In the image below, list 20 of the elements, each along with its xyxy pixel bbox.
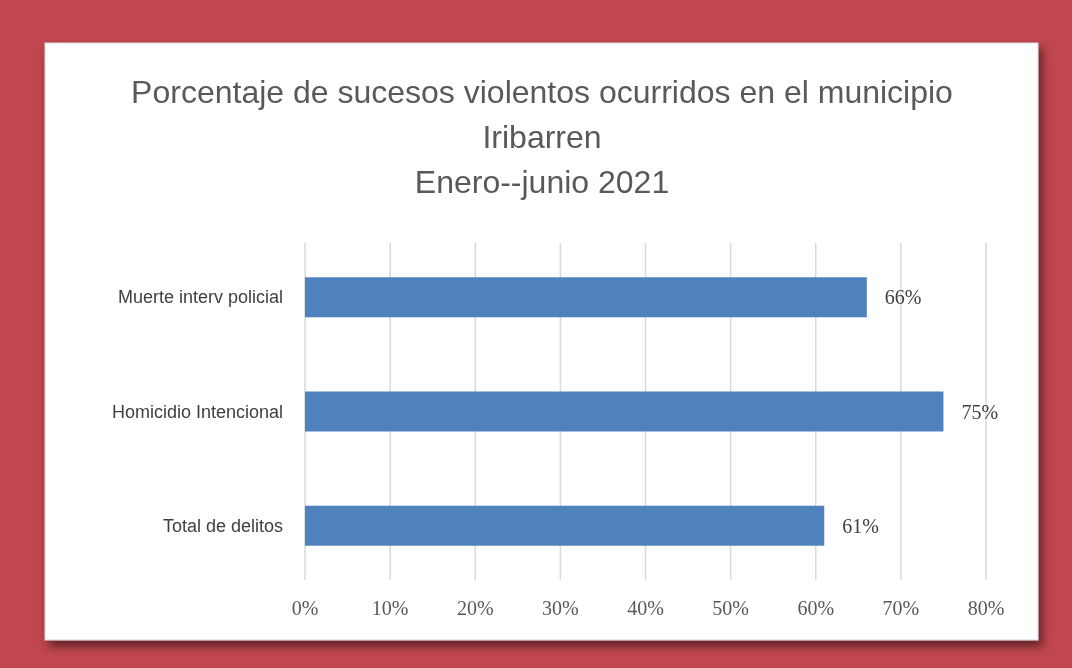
x-tick-label: 30% (542, 597, 579, 619)
bar (305, 391, 944, 432)
bar (305, 505, 825, 546)
x-tick-label: 10% (371, 597, 409, 619)
chart-subtitle: Enero--junio 2021 (414, 164, 670, 200)
x-tick-label: 40% (627, 597, 664, 619)
bar (305, 277, 867, 318)
data-label: 75% (961, 400, 999, 423)
y-tick-label: Homicidio Intencional (111, 401, 283, 422)
x-tick-label: 20% (456, 597, 494, 619)
y-tick-label: Muerte interv policial (117, 287, 283, 308)
x-tick-label: 0% (291, 597, 319, 619)
data-label: 66% (884, 286, 922, 309)
chart-title: Porcentaje de sucesos violentos ocurridos en el municipio Iribarren (131, 74, 953, 155)
y-tick-label: Total de delitos (162, 515, 283, 536)
x-tick-label: 50% (712, 597, 749, 619)
data-label: 61% (842, 514, 879, 537)
x-tick-label: 80% (967, 597, 1005, 619)
x-tick-label: 70% (882, 597, 920, 619)
x-tick-label: 60% (797, 597, 835, 619)
